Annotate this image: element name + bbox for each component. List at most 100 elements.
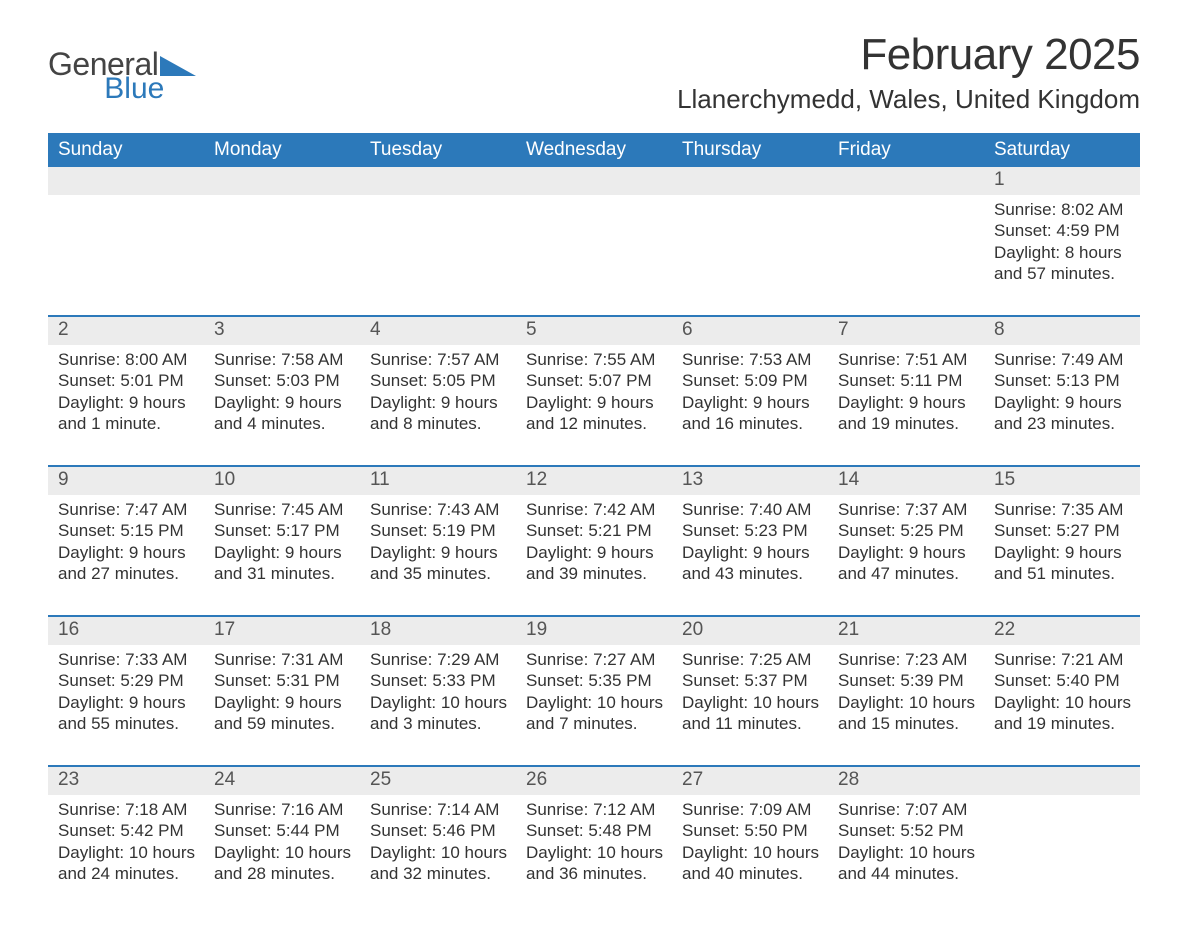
day-number: 26 xyxy=(516,767,672,795)
day-dayl1-text: Daylight: 10 hours xyxy=(370,842,508,863)
day-dayl1-text: Daylight: 9 hours xyxy=(58,692,196,713)
day-sunset-text: Sunset: 5:35 PM xyxy=(526,670,664,691)
day-dayl2-text: and 1 minute. xyxy=(58,413,196,434)
day-sunrise-text: Sunrise: 7:42 AM xyxy=(526,499,664,520)
day-sunrise-text: Sunrise: 7:37 AM xyxy=(838,499,976,520)
calendar: SundayMondayTuesdayWednesdayThursdayFrid… xyxy=(48,133,1140,893)
day-dayl2-text: and 3 minutes. xyxy=(370,713,508,734)
day-number: 15 xyxy=(984,467,1140,495)
day-dayl1-text: Daylight: 10 hours xyxy=(838,692,976,713)
day-number: 20 xyxy=(672,617,828,645)
day-sunset-text: Sunset: 5:50 PM xyxy=(682,820,820,841)
day-dayl2-text: and 28 minutes. xyxy=(214,863,352,884)
day-dayl2-text: and 4 minutes. xyxy=(214,413,352,434)
day-number: 5 xyxy=(516,317,672,345)
day-sunset-text: Sunset: 5:07 PM xyxy=(526,370,664,391)
day-dayl1-text: Daylight: 9 hours xyxy=(214,542,352,563)
day-cell: Sunrise: 7:49 AMSunset: 5:13 PMDaylight:… xyxy=(984,345,1140,443)
day-dayl2-text: and 55 minutes. xyxy=(58,713,196,734)
day-cell xyxy=(48,195,204,293)
page: General Blue February 2025 Llanerchymedd… xyxy=(0,0,1188,933)
day-dayl2-text: and 59 minutes. xyxy=(214,713,352,734)
day-dayl2-text: and 43 minutes. xyxy=(682,563,820,584)
day-number: 22 xyxy=(984,617,1140,645)
day-dayl2-text: and 27 minutes. xyxy=(58,563,196,584)
day-cell: Sunrise: 7:43 AMSunset: 5:19 PMDaylight:… xyxy=(360,495,516,593)
day-header: Tuesday xyxy=(360,133,516,167)
day-dayl2-text: and 24 minutes. xyxy=(58,863,196,884)
day-number xyxy=(48,167,204,195)
day-sunrise-text: Sunrise: 7:21 AM xyxy=(994,649,1132,670)
day-sunrise-text: Sunrise: 7:35 AM xyxy=(994,499,1132,520)
day-cell: Sunrise: 7:25 AMSunset: 5:37 PMDaylight:… xyxy=(672,645,828,743)
day-number: 14 xyxy=(828,467,984,495)
day-number: 3 xyxy=(204,317,360,345)
day-cell: Sunrise: 7:40 AMSunset: 5:23 PMDaylight:… xyxy=(672,495,828,593)
day-number: 1 xyxy=(984,167,1140,195)
day-sunset-text: Sunset: 5:19 PM xyxy=(370,520,508,541)
day-dayl1-text: Daylight: 10 hours xyxy=(682,842,820,863)
day-sunset-text: Sunset: 5:03 PM xyxy=(214,370,352,391)
day-header: Friday xyxy=(828,133,984,167)
day-sunset-text: Sunset: 5:39 PM xyxy=(838,670,976,691)
page-subtitle: Llanerchymedd, Wales, United Kingdom xyxy=(677,84,1140,115)
logo-flag-icon xyxy=(160,56,196,80)
day-sunrise-text: Sunrise: 7:16 AM xyxy=(214,799,352,820)
week-row: 9101112131415Sunrise: 7:47 AMSunset: 5:1… xyxy=(48,465,1140,593)
day-sunrise-text: Sunrise: 7:47 AM xyxy=(58,499,196,520)
day-sunset-text: Sunset: 5:46 PM xyxy=(370,820,508,841)
day-number xyxy=(516,167,672,195)
day-dayl2-text: and 7 minutes. xyxy=(526,713,664,734)
day-cell: Sunrise: 7:47 AMSunset: 5:15 PMDaylight:… xyxy=(48,495,204,593)
day-number-row: 232425262728 xyxy=(48,767,1140,795)
day-dayl1-text: Daylight: 9 hours xyxy=(214,392,352,413)
day-dayl1-text: Daylight: 9 hours xyxy=(526,392,664,413)
day-dayl2-text: and 8 minutes. xyxy=(370,413,508,434)
day-sunrise-text: Sunrise: 7:12 AM xyxy=(526,799,664,820)
day-number: 2 xyxy=(48,317,204,345)
week-row: 1Sunrise: 8:02 AMSunset: 4:59 PMDaylight… xyxy=(48,167,1140,293)
day-dayl1-text: Daylight: 9 hours xyxy=(58,542,196,563)
day-dayl2-text: and 32 minutes. xyxy=(370,863,508,884)
day-number: 12 xyxy=(516,467,672,495)
day-dayl2-text: and 36 minutes. xyxy=(526,863,664,884)
day-cell: Sunrise: 7:21 AMSunset: 5:40 PMDaylight:… xyxy=(984,645,1140,743)
day-number: 18 xyxy=(360,617,516,645)
day-sunset-text: Sunset: 5:25 PM xyxy=(838,520,976,541)
day-header: Sunday xyxy=(48,133,204,167)
day-cell: Sunrise: 7:53 AMSunset: 5:09 PMDaylight:… xyxy=(672,345,828,443)
day-number: 4 xyxy=(360,317,516,345)
day-number: 19 xyxy=(516,617,672,645)
day-cell: Sunrise: 7:16 AMSunset: 5:44 PMDaylight:… xyxy=(204,795,360,893)
day-headers-row: SundayMondayTuesdayWednesdayThursdayFrid… xyxy=(48,133,1140,167)
day-sunrise-text: Sunrise: 8:00 AM xyxy=(58,349,196,370)
day-dayl1-text: Daylight: 8 hours xyxy=(994,242,1132,263)
day-sunset-text: Sunset: 5:23 PM xyxy=(682,520,820,541)
day-sunrise-text: Sunrise: 7:29 AM xyxy=(370,649,508,670)
day-dayl2-text: and 40 minutes. xyxy=(682,863,820,884)
day-number: 23 xyxy=(48,767,204,795)
day-sunrise-text: Sunrise: 7:53 AM xyxy=(682,349,820,370)
day-cell: Sunrise: 7:55 AMSunset: 5:07 PMDaylight:… xyxy=(516,345,672,443)
day-number-row: 2345678 xyxy=(48,317,1140,345)
day-cell: Sunrise: 7:29 AMSunset: 5:33 PMDaylight:… xyxy=(360,645,516,743)
day-dayl1-text: Daylight: 10 hours xyxy=(682,692,820,713)
day-number: 28 xyxy=(828,767,984,795)
day-dayl1-text: Daylight: 10 hours xyxy=(370,692,508,713)
day-cell xyxy=(672,195,828,293)
day-sunset-text: Sunset: 5:05 PM xyxy=(370,370,508,391)
day-sunset-text: Sunset: 5:44 PM xyxy=(214,820,352,841)
day-dayl1-text: Daylight: 10 hours xyxy=(838,842,976,863)
day-sunrise-text: Sunrise: 7:27 AM xyxy=(526,649,664,670)
day-number: 25 xyxy=(360,767,516,795)
day-number xyxy=(204,167,360,195)
day-sunrise-text: Sunrise: 7:07 AM xyxy=(838,799,976,820)
day-sunset-text: Sunset: 5:33 PM xyxy=(370,670,508,691)
day-dayl1-text: Daylight: 9 hours xyxy=(214,692,352,713)
day-cell xyxy=(828,195,984,293)
day-sunrise-text: Sunrise: 7:31 AM xyxy=(214,649,352,670)
day-sunset-text: Sunset: 5:27 PM xyxy=(994,520,1132,541)
day-dayl2-text: and 47 minutes. xyxy=(838,563,976,584)
day-cell: Sunrise: 7:42 AMSunset: 5:21 PMDaylight:… xyxy=(516,495,672,593)
day-header: Monday xyxy=(204,133,360,167)
